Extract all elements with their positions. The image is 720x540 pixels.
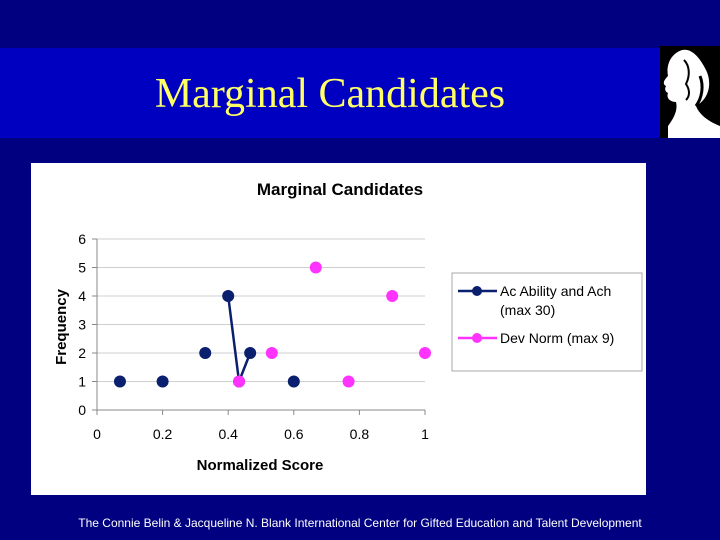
series-2-point <box>233 375 246 388</box>
legend-marker-series-2 <box>472 333 482 343</box>
legend-label-series-1: Ac Ability and Ach <box>500 283 611 299</box>
y-tick-label: 6 <box>78 231 86 247</box>
chart-title: Marginal Candidates <box>257 180 423 199</box>
x-tick-label: 0.4 <box>218 426 238 442</box>
footer-text: The Connie Belin & Jacqueline N. Blank I… <box>78 516 642 530</box>
legend: Ac Ability and Ach (max 30) Dev Norm (max … <box>451 272 643 372</box>
y-tick-label: 3 <box>78 317 86 333</box>
x-tick-label: 0 <box>93 426 101 442</box>
series-1-line <box>226 295 252 382</box>
series-2-point <box>386 290 399 302</box>
series-1-point <box>287 375 300 388</box>
y-tick-label: 5 <box>78 260 86 276</box>
legend-marker-series-1 <box>472 286 482 296</box>
x-tick-label: 0.6 <box>284 426 304 442</box>
legend-label-series-1: (max 30) <box>500 302 555 318</box>
series-1-point <box>199 347 212 359</box>
chart-panel: Marginal Candidates 0 1 2 3 4 5 6 0 0.2 0.4 0.6 0.… <box>31 163 646 495</box>
y-axis-label: Frequency <box>53 288 70 365</box>
x-tick-label: 1 <box>421 426 429 442</box>
series-1-point <box>222 290 235 302</box>
y-tick-label: 1 <box>78 374 86 390</box>
y-tick-label: 0 <box>78 402 86 418</box>
x-axis-label: Normalized Score <box>197 457 324 474</box>
chart: Marginal Candidates 0 1 2 3 4 5 6 0 0.2 0.4 0.6 0.… <box>53 180 643 474</box>
x-tick-label: 0.2 <box>153 426 173 442</box>
series-1-point <box>113 375 126 388</box>
series-2-point <box>342 375 355 388</box>
series-2-point <box>265 347 278 359</box>
y-tick-label: 2 <box>78 345 86 361</box>
y-tick-label: 4 <box>78 288 86 304</box>
x-tick-label: 0.8 <box>350 426 370 442</box>
series-1-point <box>156 375 169 388</box>
logo <box>660 46 720 138</box>
slide-title: Marginal Candidates <box>154 71 506 117</box>
series-1-point <box>244 347 257 359</box>
series-2-point <box>309 261 322 274</box>
series-2-point <box>419 347 431 359</box>
legend-box <box>451 272 643 372</box>
legend-label-series-2: Dev Norm (max 9) <box>500 330 614 346</box>
face-profile-icon <box>663 49 720 138</box>
title-band <box>0 48 720 138</box>
